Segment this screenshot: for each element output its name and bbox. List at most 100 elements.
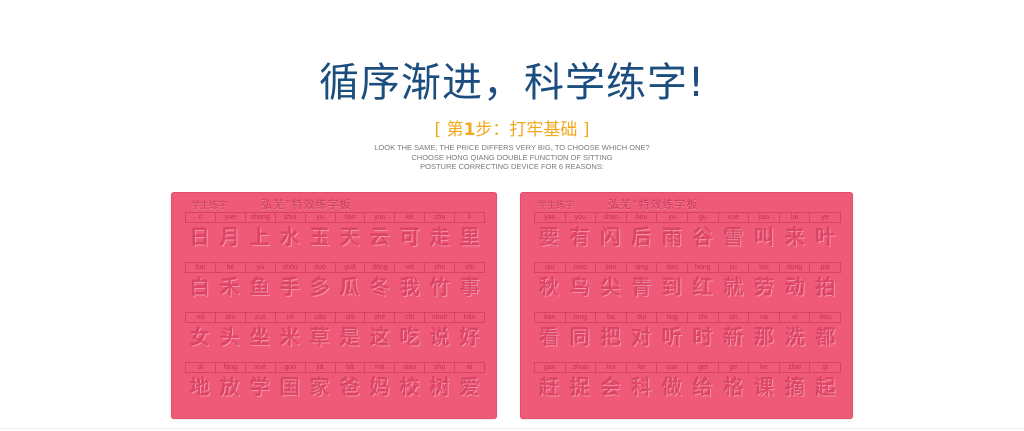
pinyin-cell: zuò bbox=[246, 313, 276, 322]
pinyin-cell: shi bbox=[688, 313, 719, 322]
character-cell: 摘 bbox=[784, 375, 805, 399]
character-cell: 天 bbox=[340, 225, 360, 249]
pinyin-cell: dou bbox=[819, 314, 831, 321]
character-cell: 叶 bbox=[815, 225, 836, 249]
character-cell: 青 bbox=[631, 275, 652, 299]
character-row: 白禾鱼手多瓜冬我竹事 bbox=[185, 275, 485, 300]
pinyin-cell: guā bbox=[336, 263, 366, 272]
pinyin-row: gan zhuo hui ke zuo gei ge ke zhai qi bbox=[534, 362, 841, 373]
character-cell: 给 bbox=[692, 375, 713, 399]
step-open: [ 第 bbox=[434, 120, 464, 140]
pinyin-row: qiu niao jian qing dao hong jiu lao dong pai bbox=[534, 262, 841, 273]
pinyin-cell: zǒu bbox=[425, 213, 456, 222]
character-cell: 有 bbox=[570, 225, 591, 249]
character-cell: 头 bbox=[220, 325, 240, 349]
pinyin-cell: xue bbox=[719, 213, 750, 222]
pinyin-cell: bai bbox=[186, 263, 216, 272]
step-rest: 步：打牢基础 ] bbox=[475, 120, 590, 140]
pinyin-cell: yun bbox=[365, 213, 396, 222]
pinyin-cell: ba bbox=[596, 313, 627, 322]
character-cell: 对 bbox=[631, 325, 652, 349]
practice-board-right: 学生练字 弘芜°特效练字板 yao you shan hou yu gu xue jiao lai… bbox=[520, 192, 853, 419]
character-cell: 冬 bbox=[370, 275, 390, 299]
pinyin-row: nǚ tóu zuò mǐ cǎo shì zhè chī shuō hǎo bbox=[185, 312, 485, 323]
character-cell: 新 bbox=[723, 325, 744, 349]
character-cell: 秋 bbox=[539, 275, 560, 299]
pinyin-cell: shi bbox=[465, 264, 475, 271]
pinyin-cell: xiào bbox=[395, 363, 426, 372]
character-cell: 爸 bbox=[340, 375, 360, 399]
character-cell: 学 bbox=[250, 375, 270, 399]
board-title-name: 弘芜°特效练字板 bbox=[608, 198, 699, 211]
pinyin-cell: qi bbox=[822, 364, 828, 371]
pinyin-cell: gan bbox=[535, 363, 566, 372]
character-cell: 放 bbox=[220, 375, 240, 399]
pinyin-cell: tóu bbox=[216, 313, 246, 322]
character-cell: 说 bbox=[430, 325, 450, 349]
character-cell: 瓜 bbox=[340, 275, 360, 299]
headline: 循序渐进，科学练字! bbox=[318, 60, 706, 106]
character-cell: 会 bbox=[600, 375, 621, 399]
pinyin-cell: li bbox=[468, 214, 472, 221]
pinyin-cell: tian bbox=[336, 213, 366, 222]
pinyin-cell: ri bbox=[186, 213, 216, 222]
pinyin-cell: hui bbox=[596, 363, 627, 372]
character-cell: 听 bbox=[662, 325, 683, 349]
pinyin-cell: niao bbox=[566, 263, 597, 272]
pinyin-row: kan tong ba dui ting shi xin na xi dou bbox=[534, 312, 841, 323]
pinyin-cell: duō bbox=[306, 263, 336, 272]
character-cell: 地 bbox=[190, 375, 210, 399]
character-cell: 走 bbox=[430, 225, 450, 249]
step-number: 1 bbox=[463, 120, 476, 140]
character-row: 日月上水玉天云可走里 bbox=[185, 225, 485, 250]
character-cell: 妈 bbox=[370, 375, 390, 399]
character-row: 女头坐米草是这吃说好 bbox=[185, 325, 485, 350]
board-title-name: 弘芜°特效练字板 bbox=[261, 198, 352, 211]
character-cell: 洗 bbox=[784, 325, 805, 349]
character-cell: 我 bbox=[400, 275, 420, 299]
pinyin-cell: dong bbox=[780, 263, 811, 272]
character-cell: 女 bbox=[190, 325, 210, 349]
pinyin-cell: guó bbox=[276, 363, 306, 372]
character-cell: 劳 bbox=[754, 275, 775, 299]
character-cell: 家 bbox=[310, 375, 330, 399]
pinyin-cell: lai bbox=[780, 213, 811, 222]
character-cell: 这 bbox=[370, 325, 390, 349]
pinyin-cell: zuo bbox=[657, 363, 688, 372]
pinyin-cell: dao bbox=[657, 263, 688, 272]
pinyin-cell: hong bbox=[688, 263, 719, 272]
pinyin-row: yao you shan hou yu gu xue jiao lai ye bbox=[534, 212, 841, 223]
character-cell: 赶 bbox=[539, 375, 560, 399]
character-cell: 米 bbox=[280, 325, 300, 349]
pinyin-cell: hé bbox=[216, 263, 246, 272]
character-cell: 后 bbox=[631, 225, 652, 249]
character-cell: 科 bbox=[631, 375, 652, 399]
character-cell: 尖 bbox=[600, 275, 621, 299]
character-row: 看同把对听时新那洗都 bbox=[534, 325, 841, 350]
pinyin-cell: jiu bbox=[719, 263, 750, 272]
character-cell: 吃 bbox=[400, 325, 420, 349]
character-cell: 是 bbox=[340, 325, 360, 349]
character-cell: 可 bbox=[400, 225, 420, 249]
character-cell: 要 bbox=[539, 225, 560, 249]
pinyin-cell: shuō bbox=[425, 313, 456, 322]
pinyin-cell: hou bbox=[627, 213, 658, 222]
pinyin-cell: cǎo bbox=[306, 313, 336, 322]
pinyin-cell: yu bbox=[306, 213, 336, 222]
character-cell: 课 bbox=[754, 375, 775, 399]
divider bbox=[0, 428, 1024, 429]
pinyin-cell: wǒ bbox=[395, 263, 426, 272]
character-cell: 里 bbox=[460, 225, 480, 249]
character-row: 要有闪后雨谷雪叫来叶 bbox=[534, 225, 841, 250]
character-cell: 把 bbox=[600, 325, 621, 349]
character-cell: 谷 bbox=[692, 225, 713, 249]
character-cell: 多 bbox=[310, 275, 330, 299]
pinyin-cell: mā bbox=[365, 363, 396, 372]
character-cell: 到 bbox=[662, 275, 683, 299]
description-line: POSTURE CORRECTING DEVICE FOR 6 REASONS: bbox=[420, 162, 604, 171]
pinyin-cell: yu bbox=[657, 213, 688, 222]
pinyin-cell: na bbox=[749, 313, 780, 322]
pinyin-cell: yao bbox=[535, 213, 566, 222]
pinyin-cell: kan bbox=[535, 313, 566, 322]
character-cell: 雨 bbox=[662, 225, 683, 249]
